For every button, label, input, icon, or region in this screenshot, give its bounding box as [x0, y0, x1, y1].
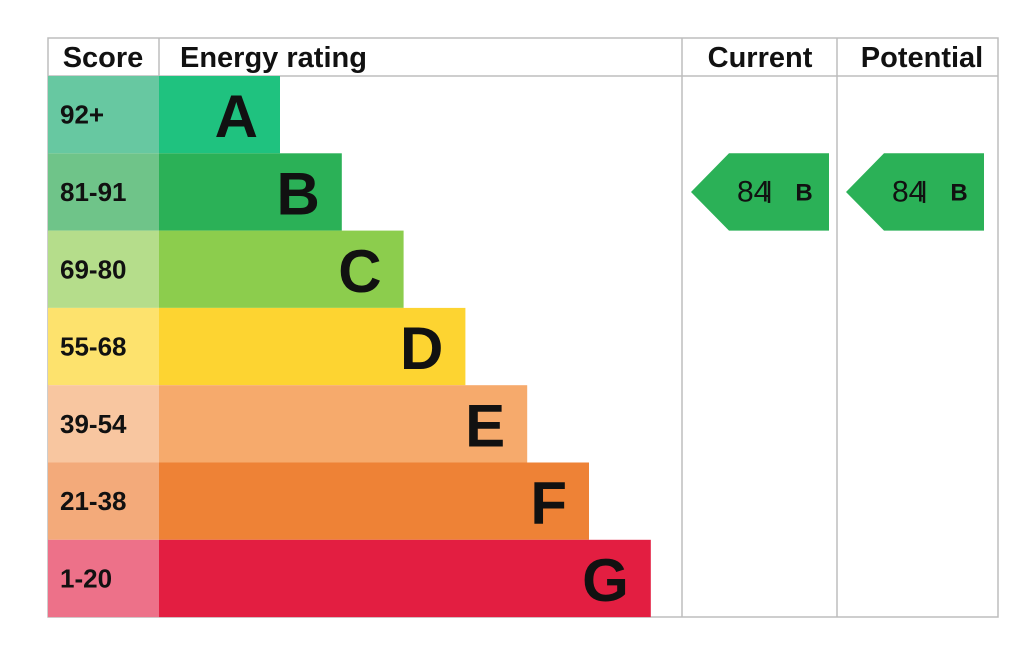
score-cell: [48, 307, 159, 386]
current-letter: B: [795, 179, 812, 206]
potential-value: 84: [892, 175, 925, 208]
potential-letter: B: [950, 179, 967, 206]
potential-arrow: [846, 153, 984, 231]
band-letter: G: [582, 547, 629, 614]
rating-bar: [159, 385, 528, 463]
score-cell: [48, 230, 159, 308]
rating-bar: [159, 76, 280, 154]
score-range: 92+: [60, 100, 104, 130]
band-letter: D: [400, 315, 443, 382]
header-score: Score: [63, 42, 144, 74]
score-cell: [48, 153, 159, 231]
score-cell: [48, 462, 159, 540]
score-cell: [48, 385, 159, 463]
header-current: Current: [708, 42, 813, 74]
band-letter: E: [465, 392, 505, 459]
band-letter: C: [338, 238, 381, 305]
score-range: 69-80: [60, 254, 127, 284]
header-potential: Potential: [861, 42, 983, 74]
rating-bar: [159, 153, 342, 231]
band-letter: A: [215, 83, 258, 150]
score-cell: [48, 76, 159, 154]
rating-bar: [159, 307, 466, 386]
score-range: 21-38: [60, 486, 127, 516]
score-cell: [48, 539, 159, 618]
current-value: 84: [737, 175, 770, 208]
rating-bar: [159, 462, 589, 540]
score-range: 39-54: [60, 409, 127, 439]
band-letter: B: [276, 160, 319, 227]
score-range: 81-91: [60, 177, 127, 207]
rating-bar: [159, 230, 404, 308]
rating-bar: [159, 539, 651, 618]
band-letter: F: [530, 470, 567, 537]
score-range: 1-20: [60, 563, 112, 593]
current-arrow: [691, 153, 829, 231]
header-rating: Energy rating: [180, 42, 367, 74]
score-range: 55-68: [60, 332, 127, 362]
